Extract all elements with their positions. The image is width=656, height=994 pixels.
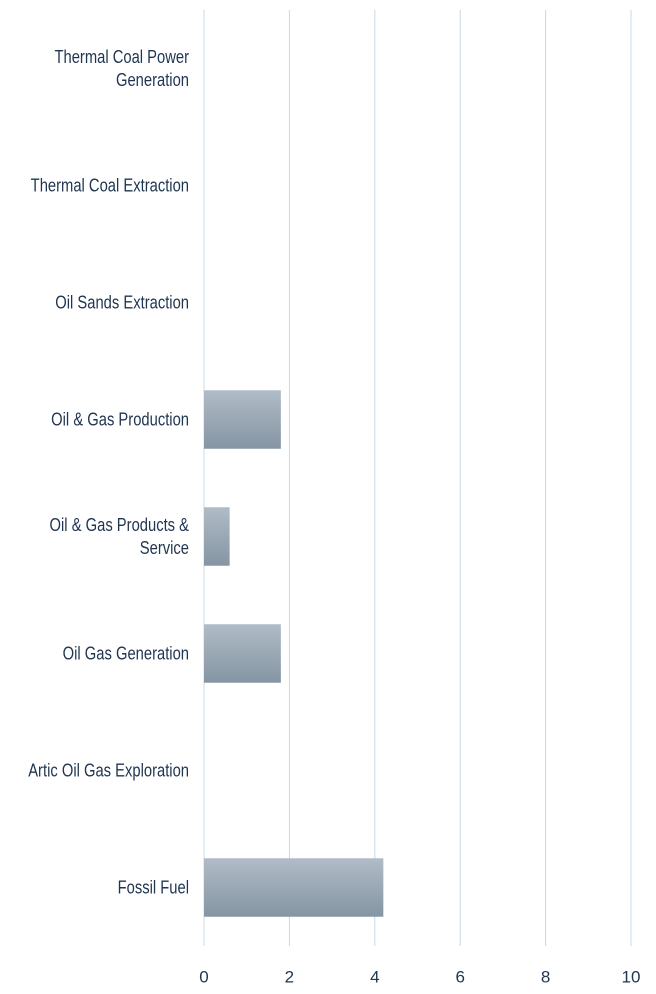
y-tick-label: Oil Gas Generation [62, 643, 190, 663]
bar [204, 624, 281, 683]
y-tick-label: Thermal Coal Extraction [30, 175, 189, 195]
x-tick-label: 6 [455, 967, 464, 986]
y-tick-label: Oil Sands Extraction [55, 292, 189, 312]
y-tick-label: Artic Oil Gas Exploration [28, 760, 189, 780]
x-tick-label: 8 [541, 967, 550, 986]
x-tick-label: 4 [370, 967, 379, 986]
bar [204, 858, 384, 917]
x-tick-label: 2 [285, 967, 294, 986]
x-tick-label: 0 [199, 967, 208, 986]
y-tick-label: Oil & Gas Products & Service [49, 514, 189, 558]
y-tick-label: Fossil Fuel [117, 877, 189, 897]
bar [204, 507, 230, 566]
y-tick-label: Oil & Gas Production [51, 409, 189, 429]
y-tick-label: Thermal Coal Power Generation [54, 46, 189, 90]
bar [204, 390, 281, 449]
x-tick-label: 10 [622, 967, 641, 986]
